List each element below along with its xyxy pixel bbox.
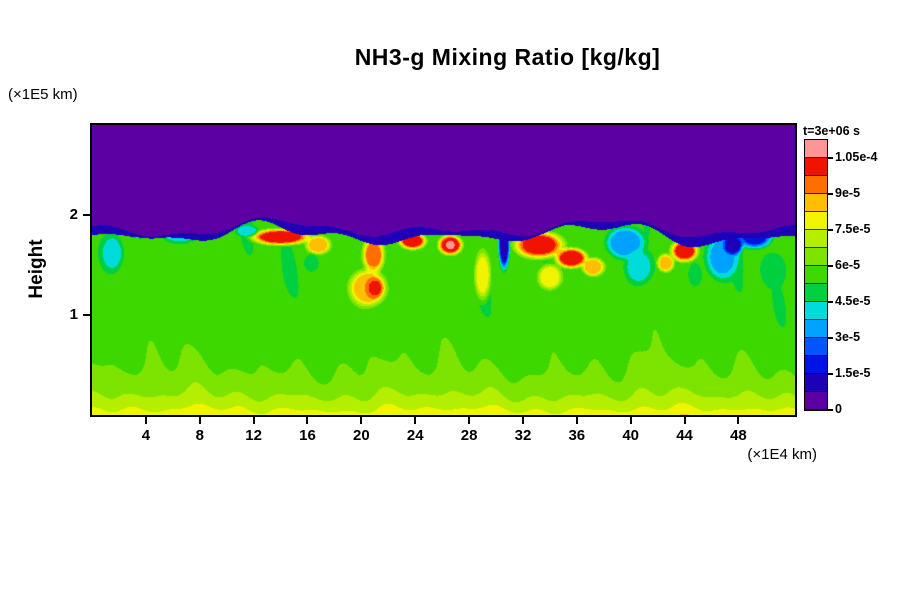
colorbar-tick-label: 3e-5	[835, 330, 861, 344]
x-axis-tick	[360, 417, 363, 424]
y-axis-tick	[83, 214, 90, 216]
x-axis-tick	[683, 417, 686, 424]
colorbar-tick-label: 1.5e-5	[835, 366, 871, 380]
colorbar-segment	[805, 374, 827, 392]
x-axis-tick	[252, 417, 255, 424]
colorbar-segment	[805, 176, 827, 194]
colorbar-tick-label: 7.5e-5	[835, 222, 871, 236]
x-axis-tick	[737, 417, 740, 424]
colorbar-segment	[805, 230, 827, 248]
x-axis-tick	[414, 417, 417, 424]
x-tick-label: 36	[568, 427, 586, 444]
heatmap-canvas	[92, 125, 795, 415]
x-tick-label: 24	[406, 427, 424, 444]
colorbar	[804, 139, 828, 411]
colorbar-segment	[805, 320, 827, 338]
chart-title: NH3-g Mixing Ratio [kg/kg]	[354, 44, 661, 70]
x-tick-label: 4	[141, 427, 151, 444]
x-tick-label: 12	[245, 427, 262, 444]
x-axis-tick	[468, 417, 471, 424]
colorbar-segment	[805, 392, 827, 410]
colorbar-segment	[805, 302, 827, 320]
x-axis-tick	[575, 417, 578, 424]
colorbar-segment	[805, 356, 827, 374]
colorbar-tick-label: 0	[835, 402, 842, 416]
colorbar-segment	[805, 194, 827, 212]
x-tick-label: 16	[299, 427, 316, 444]
colorbar-tick-label: 4.5e-5	[835, 294, 871, 308]
colorbar-tick	[828, 373, 833, 375]
colorbar-tick	[828, 301, 833, 303]
colorbar-tick	[828, 265, 833, 267]
x-tick-label: 40	[622, 427, 640, 444]
x-tick-label: 20	[353, 427, 370, 444]
x-axis-tick	[521, 417, 524, 424]
x-tick-label: 32	[514, 427, 532, 444]
colorbar-segment	[805, 212, 827, 230]
y-tick-label: 2	[69, 206, 78, 223]
colorbar-time-label: t=3e+06 s	[803, 124, 860, 138]
colorbar-tick-label: 1.05e-4	[835, 150, 878, 164]
colorbar-tick	[828, 337, 833, 339]
colorbar-segment	[805, 158, 827, 176]
x-tick-label: 8	[195, 427, 204, 444]
colorbar-tick-label: 6e-5	[835, 258, 861, 272]
colorbar-segment	[805, 338, 827, 356]
x-tick-label: 28	[460, 427, 478, 444]
colorbar-segment	[805, 140, 827, 158]
colorbar-segment	[805, 266, 827, 284]
colorbar-tick-label: 9e-5	[835, 186, 861, 200]
x-axis-tick	[144, 417, 147, 424]
x-tick-label: 48	[730, 427, 747, 444]
colorbar-segment	[805, 284, 827, 302]
y-axis-unit-label: (×1E5 km)	[8, 86, 78, 103]
colorbar-tick	[828, 229, 833, 231]
y-axis-tick	[83, 314, 90, 316]
x-axis-tick	[198, 417, 201, 424]
plot-area	[90, 123, 797, 417]
x-axis-tick	[629, 417, 632, 424]
colorbar-segment	[805, 248, 827, 266]
x-axis-unit-label: (×1E4 km)	[747, 446, 817, 463]
x-axis-tick	[306, 417, 309, 424]
x-tick-label: 44	[676, 427, 693, 444]
colorbar-tick	[828, 157, 833, 159]
y-axis-label: Height	[26, 239, 47, 299]
y-tick-label: 1	[69, 306, 78, 323]
colorbar-tick	[828, 409, 833, 411]
colorbar-tick	[828, 193, 833, 195]
